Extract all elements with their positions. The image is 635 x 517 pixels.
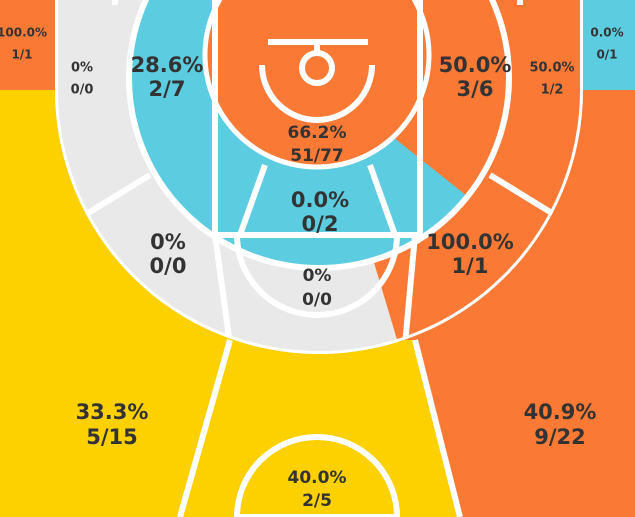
zone-ratio: 1/1	[452, 254, 489, 278]
zone-ratio: 1/2	[541, 83, 564, 98]
zone-percentage: 0.0%	[590, 26, 623, 40]
zone-percentage: 100.0%	[0, 26, 47, 40]
zone-ratio: 3/6	[457, 77, 494, 101]
zone-percentage: 100.0%	[426, 230, 513, 254]
zone-ratio: 5/15	[86, 425, 138, 449]
zone-ratio: 0/2	[302, 212, 339, 236]
zone-ratio: 51/77	[290, 146, 344, 166]
zone-ratio: 2/5	[302, 491, 332, 511]
zone-percentage: 40.9%	[524, 400, 597, 424]
zone-percentage: 0%	[71, 61, 93, 76]
zone-percentage: 0%	[303, 266, 332, 286]
zone-percentage: 0%	[150, 230, 186, 254]
zone-ratio: 0/1	[596, 48, 617, 62]
zone-ratio: 0/0	[150, 254, 187, 278]
zone-percentage: 40.0%	[288, 468, 347, 488]
zone-percentage: 50.0%	[529, 61, 574, 76]
zone-ratio: 9/22	[534, 425, 586, 449]
zone-ratio: 0/0	[302, 290, 332, 310]
zone-percentage: 0.0%	[291, 188, 349, 212]
zone-percentage: 28.6%	[131, 53, 204, 77]
zone-percentage: 66.2%	[288, 123, 347, 143]
zone-percentage: 33.3%	[76, 400, 149, 424]
zone-percentage: 50.0%	[439, 53, 512, 77]
zone-ratio: 2/7	[149, 77, 186, 101]
zone-ratio: 1/1	[11, 48, 32, 62]
zone-ratio: 0/0	[71, 83, 94, 98]
